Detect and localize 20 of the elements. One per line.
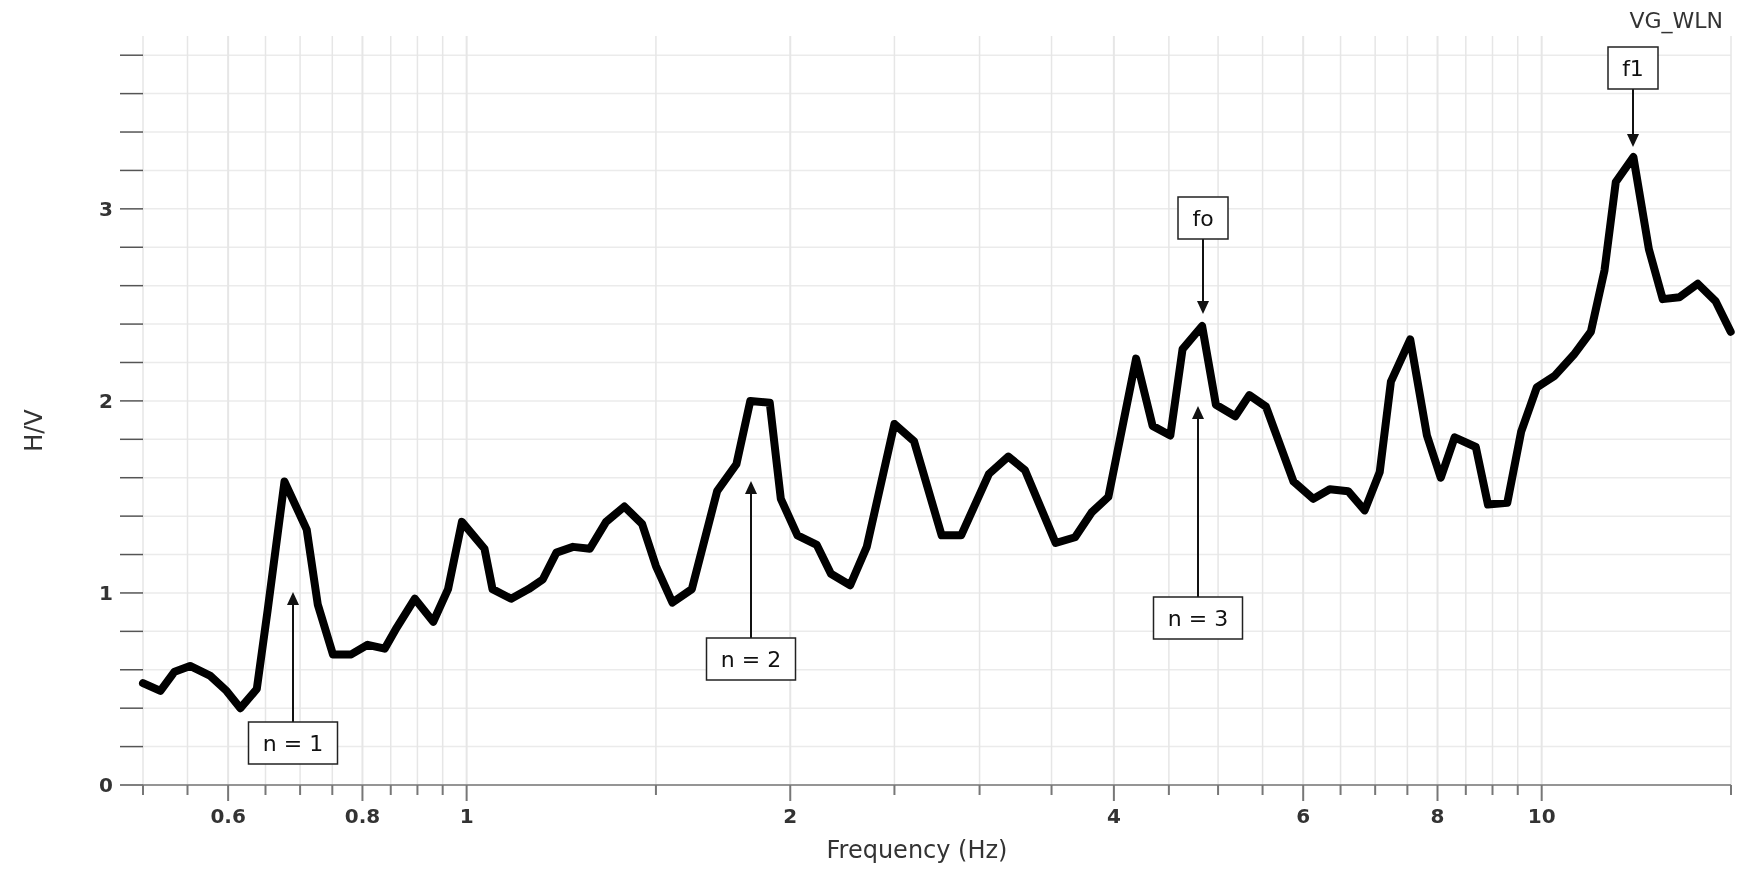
y-tick-label: 0 <box>99 773 113 797</box>
x-axis-title: Frequency (Hz) <box>826 836 1008 864</box>
annotation: f1 <box>1622 55 1644 81</box>
annotation: n = 2 <box>720 646 782 672</box>
x-tick-label: 10 <box>1527 804 1556 828</box>
x-tick-label: 0.6 <box>210 804 246 828</box>
y-tick-label: 2 <box>99 388 113 413</box>
chart-title: VG_WLN <box>1629 8 1723 34</box>
x-tick-label: 1 <box>459 804 474 828</box>
x-tick-label: 2 <box>783 804 798 828</box>
y-tick-label: 3 <box>99 196 113 221</box>
annotation: fo <box>1192 205 1214 231</box>
y-tick-label: 1 <box>99 580 113 605</box>
annotation: n = 3 <box>1167 605 1229 631</box>
x-tick-label: 0.8 <box>344 804 381 828</box>
annotation: n = 1 <box>262 730 324 756</box>
x-tick-label: 4 <box>1106 804 1121 828</box>
x-tick-label: 6 <box>1296 804 1311 828</box>
x-tick-label: 8 <box>1430 804 1445 828</box>
y-axis-title: H/V <box>20 408 48 452</box>
